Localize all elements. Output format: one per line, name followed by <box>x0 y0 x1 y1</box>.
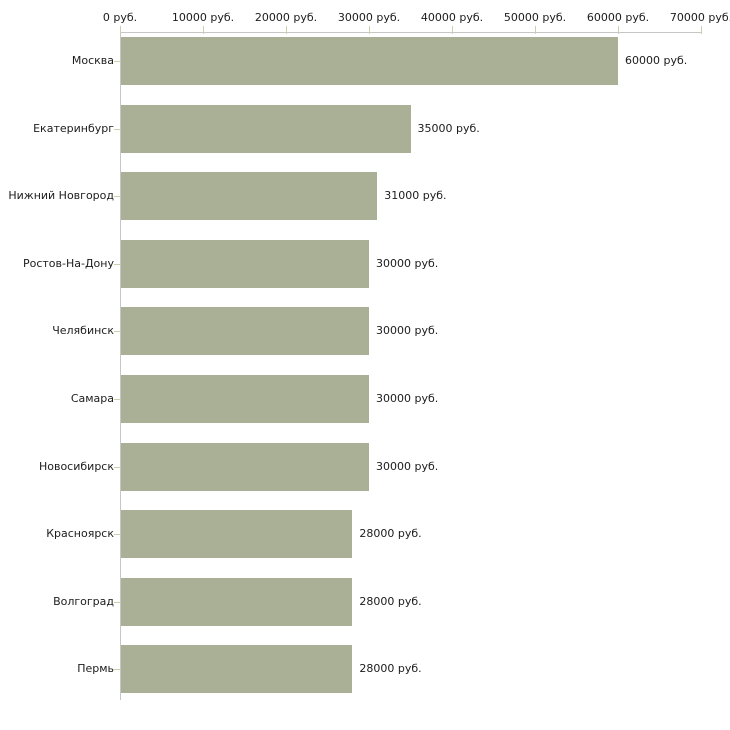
x-axis-tick <box>203 26 204 34</box>
y-axis-tick <box>114 601 120 603</box>
value-label: 28000 руб. <box>359 662 422 676</box>
category-label: Волгоград <box>53 594 114 608</box>
value-label: 30000 руб. <box>376 256 439 270</box>
x-axis-tick <box>369 26 370 34</box>
bar <box>121 239 369 288</box>
x-axis-tick <box>452 26 453 34</box>
x-axis-line <box>120 32 702 33</box>
y-axis-tick <box>114 534 120 536</box>
x-axis-tick <box>286 26 287 34</box>
value-label: 30000 руб. <box>376 392 439 405</box>
category-label: Нижний Новгород <box>8 189 114 203</box>
x-tick-label: 70000 руб. <box>669 11 730 24</box>
x-axis-tick <box>618 26 619 34</box>
y-axis-tick <box>114 331 120 333</box>
x-axis-tick <box>535 26 536 34</box>
y-axis-tick <box>114 128 120 130</box>
category-label: Новосибирск <box>38 459 114 473</box>
bar <box>121 104 411 153</box>
bar <box>121 307 369 356</box>
x-axis-tick <box>701 26 702 34</box>
bar <box>121 510 353 559</box>
y-axis-tick <box>114 196 120 198</box>
category-label: Самара <box>70 392 114 405</box>
y-axis-tick <box>114 466 120 468</box>
category-label: Ростов-На-Дону <box>22 256 114 270</box>
value-label: 30000 руб. <box>376 324 439 338</box>
y-axis-line <box>120 32 121 700</box>
x-tick-label: 0 руб. <box>102 11 138 24</box>
y-axis-tick <box>114 669 120 671</box>
bar <box>121 442 369 491</box>
category-label: Екатеринбург <box>33 121 114 135</box>
value-label: 30000 руб. <box>376 459 439 473</box>
x-tick-label: 50000 руб. <box>503 11 567 24</box>
value-label: 28000 руб. <box>359 594 422 608</box>
x-tick-label: 30000 руб. <box>337 11 401 24</box>
category-label: Москва <box>71 54 114 67</box>
bar <box>121 37 618 85</box>
bar <box>121 172 378 221</box>
value-label: 60000 руб. <box>625 54 688 67</box>
x-tick-label: 10000 руб. <box>171 11 235 24</box>
x-axis-tick <box>120 26 121 34</box>
bar <box>121 645 353 694</box>
value-label: 35000 руб. <box>417 121 480 135</box>
y-axis-tick <box>114 263 120 265</box>
category-label: Красноярск <box>46 527 114 541</box>
x-tick-label: 20000 руб. <box>254 11 318 24</box>
y-axis-tick <box>114 61 120 62</box>
bar <box>121 375 369 423</box>
category-label: Челябинск <box>52 324 114 338</box>
bar <box>121 577 353 626</box>
y-axis-tick <box>114 399 120 400</box>
value-label: 31000 руб. <box>384 189 447 203</box>
x-tick-label: 60000 руб. <box>586 11 650 24</box>
value-label: 28000 руб. <box>359 527 422 541</box>
category-label: Пермь <box>77 662 114 676</box>
x-tick-label: 40000 руб. <box>420 11 484 24</box>
